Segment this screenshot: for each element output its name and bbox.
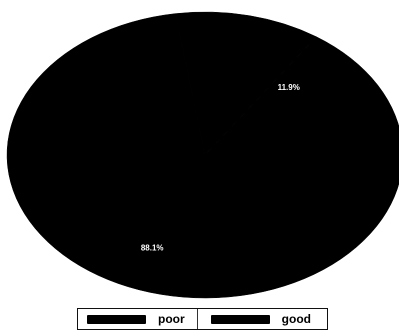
legend-item-poor: poor <box>87 313 185 325</box>
pie-slice-poor <box>175 11 317 156</box>
legend-swatch-poor <box>87 314 146 324</box>
legend: poor good <box>77 308 328 330</box>
pie-label-poor: 11.9% <box>278 83 300 92</box>
legend-label-poor: poor <box>158 312 185 326</box>
legend-divider <box>196 309 198 329</box>
legend-label-good: good <box>281 312 311 326</box>
pie-plot-area: 11.9% 88.1% <box>6 11 399 299</box>
legend-item-good: good <box>210 312 311 326</box>
pie-label-good: 88.1% <box>141 244 164 253</box>
legend-swatch-good <box>210 314 270 324</box>
pie-slice-good <box>6 13 399 299</box>
